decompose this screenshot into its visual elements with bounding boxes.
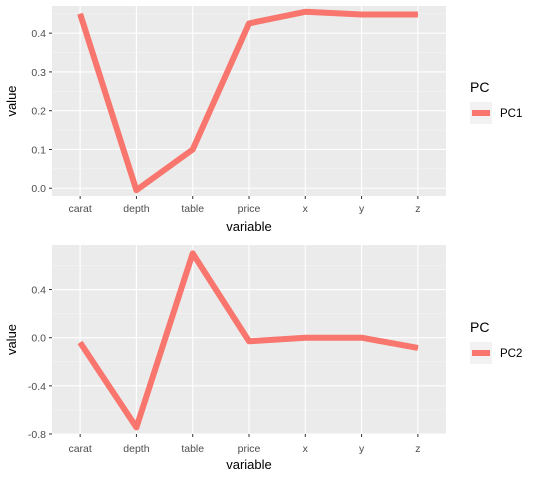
x-tick-label-price: price xyxy=(238,443,261,455)
y-tick-label: 0.2 xyxy=(31,106,46,118)
data-point-PC1-carat xyxy=(79,13,81,15)
x-tick-label-depth: depth xyxy=(123,443,149,455)
data-point-PC2-table xyxy=(192,252,194,254)
data-point-PC2-price xyxy=(248,340,250,342)
y-axis-title: value xyxy=(4,324,19,355)
y-tick-label: 0.0 xyxy=(31,333,46,345)
data-point-PC1-z xyxy=(417,14,419,16)
y-tick-label: 0.3 xyxy=(31,67,46,79)
x-tick-label-x: x xyxy=(303,203,309,215)
x-axis-title: variable xyxy=(226,219,272,234)
y-tick-label: -0.4 xyxy=(28,381,46,393)
x-tick-label-z: z xyxy=(415,443,420,455)
x-tick-label-table: table xyxy=(181,443,204,455)
legend-title: PC xyxy=(470,79,489,95)
x-tick-label-depth: depth xyxy=(123,203,149,215)
x-tick-label-carat: carat xyxy=(68,203,91,215)
legend-label-PC1: PC1 xyxy=(500,108,522,120)
y-tick-label: 0.0 xyxy=(31,183,46,195)
chart-panel-1: 0.0 0.1 0.2 0.3 0.4 carat depth table price x y z va… xyxy=(4,6,522,234)
chart-panel-2: -0.8 -0.4 0.0 0.4 carat depth table price x y z var… xyxy=(4,245,522,472)
legend-title: PC xyxy=(470,319,489,335)
x-tick-label-table: table xyxy=(181,203,204,215)
x-axis-title: variable xyxy=(226,457,272,472)
x-tick-label-carat: carat xyxy=(68,443,91,455)
data-point-PC1-price xyxy=(248,22,250,24)
data-point-PC1-y xyxy=(361,14,363,16)
legend: PC PC1 xyxy=(470,79,522,124)
y-tick-label: -0.8 xyxy=(28,429,46,441)
x-tick-label-z: z xyxy=(415,203,420,215)
data-point-PC1-table xyxy=(192,148,194,150)
x-tick-label-x: x xyxy=(303,443,309,455)
y-tick-label: 0.4 xyxy=(31,28,46,40)
y-tick-label: 0.1 xyxy=(31,144,46,156)
data-point-PC1-depth xyxy=(135,189,137,191)
x-tick-label-price: price xyxy=(238,203,261,215)
legend: PC PC2 xyxy=(470,319,522,364)
data-point-PC2-depth xyxy=(135,426,137,428)
x-tick-label-y: y xyxy=(359,203,365,215)
data-point-PC2-y xyxy=(361,337,363,339)
data-point-PC2-carat xyxy=(79,342,81,344)
x-tick-label-y: y xyxy=(359,443,365,455)
data-point-PC1-x xyxy=(304,11,306,13)
y-axis-title: value xyxy=(4,85,19,116)
data-point-PC2-x xyxy=(304,337,306,339)
y-tick-label: 0.4 xyxy=(31,285,46,297)
legend-label-PC2: PC2 xyxy=(500,348,522,360)
data-point-PC2-z xyxy=(417,347,419,349)
